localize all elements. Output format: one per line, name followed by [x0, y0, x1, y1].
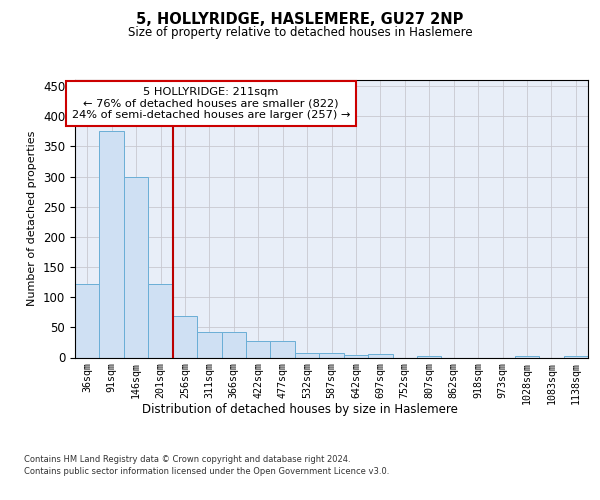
- Text: Contains HM Land Registry data © Crown copyright and database right 2024.: Contains HM Land Registry data © Crown c…: [24, 455, 350, 464]
- Y-axis label: Number of detached properties: Number of detached properties: [28, 131, 37, 306]
- Bar: [344, 355, 368, 358]
- Bar: [319, 352, 344, 358]
- Bar: [417, 356, 442, 358]
- Bar: [197, 332, 221, 357]
- Text: 5, HOLLYRIDGE, HASLEMERE, GU27 2NP: 5, HOLLYRIDGE, HASLEMERE, GU27 2NP: [136, 12, 464, 28]
- Text: 5 HOLLYRIDGE: 211sqm
← 76% of detached houses are smaller (822)
24% of semi-deta: 5 HOLLYRIDGE: 211sqm ← 76% of detached h…: [72, 87, 350, 120]
- Bar: [295, 352, 319, 358]
- Text: Size of property relative to detached houses in Haslemere: Size of property relative to detached ho…: [128, 26, 472, 39]
- Bar: [515, 356, 539, 358]
- Bar: [173, 316, 197, 358]
- Text: Contains public sector information licensed under the Open Government Licence v3: Contains public sector information licen…: [24, 468, 389, 476]
- Bar: [246, 340, 271, 357]
- Bar: [148, 284, 173, 358]
- Bar: [271, 340, 295, 357]
- Bar: [100, 132, 124, 358]
- Bar: [368, 354, 392, 358]
- Bar: [75, 284, 100, 358]
- Bar: [221, 332, 246, 357]
- Bar: [563, 356, 588, 358]
- Bar: [124, 176, 148, 358]
- Text: Distribution of detached houses by size in Haslemere: Distribution of detached houses by size …: [142, 402, 458, 415]
